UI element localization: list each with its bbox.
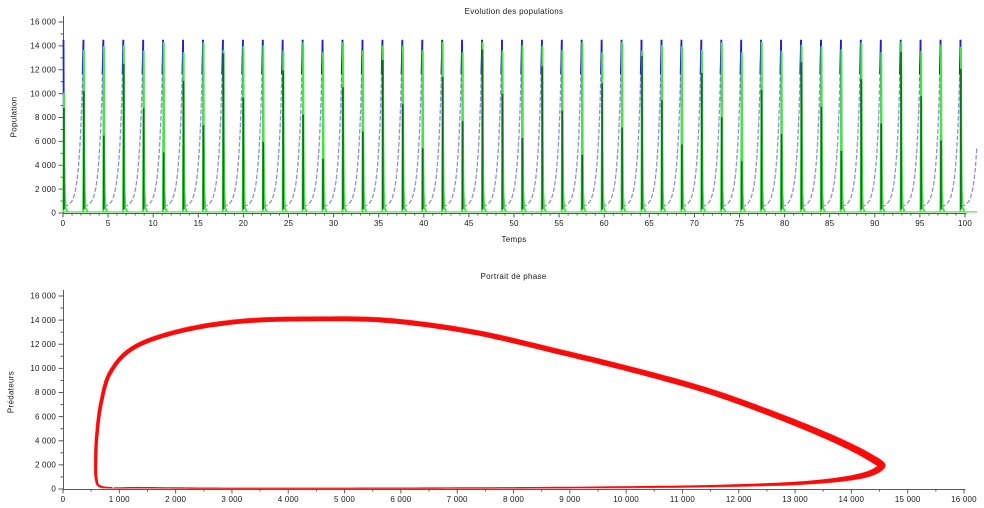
svg-text:1 000: 1 000 (109, 495, 130, 504)
svg-text:0: 0 (61, 219, 66, 228)
svg-text:80: 80 (780, 219, 790, 228)
svg-text:14 000: 14 000 (30, 42, 56, 51)
svg-text:3 000: 3 000 (221, 495, 242, 504)
svg-text:10 000: 10 000 (30, 364, 56, 373)
phase-chart-title: Portrait de phase (480, 272, 547, 281)
svg-text:70: 70 (690, 219, 700, 228)
svg-text:4 000: 4 000 (35, 161, 56, 170)
svg-text:6 000: 6 000 (390, 495, 411, 504)
svg-text:4 000: 4 000 (35, 436, 56, 445)
svg-text:65: 65 (645, 219, 655, 228)
svg-text:0: 0 (51, 485, 56, 494)
svg-text:0: 0 (51, 209, 56, 218)
svg-text:2 000: 2 000 (35, 185, 56, 194)
svg-text:12 000: 12 000 (30, 340, 56, 349)
svg-text:12 000: 12 000 (726, 495, 752, 504)
svg-text:10: 10 (149, 219, 159, 228)
svg-text:85: 85 (825, 219, 835, 228)
svg-text:90: 90 (870, 219, 880, 228)
svg-text:8 000: 8 000 (35, 113, 56, 122)
svg-text:5 000: 5 000 (334, 495, 355, 504)
evolution-x-axis-label: Temps (501, 235, 527, 244)
evolution-chart-title: Evolution des populations (464, 7, 564, 16)
svg-text:45: 45 (464, 219, 474, 228)
svg-text:60: 60 (600, 219, 610, 228)
svg-text:13 000: 13 000 (782, 495, 808, 504)
svg-text:12 000: 12 000 (30, 65, 56, 74)
svg-text:75: 75 (735, 219, 745, 228)
svg-text:20: 20 (239, 219, 249, 228)
svg-text:0: 0 (61, 495, 66, 504)
svg-text:50: 50 (509, 219, 519, 228)
svg-text:55: 55 (554, 219, 564, 228)
svg-text:14 000: 14 000 (839, 495, 865, 504)
svg-text:95: 95 (915, 219, 925, 228)
svg-text:40: 40 (419, 219, 429, 228)
svg-text:35: 35 (374, 219, 384, 228)
svg-text:6 000: 6 000 (35, 412, 56, 421)
svg-text:15: 15 (194, 219, 204, 228)
svg-text:16 000: 16 000 (30, 292, 56, 301)
phase-plot-area: 0 1 000 2 000 3 000 4 000 5 000 6 000 7 000 8 00… (30, 290, 977, 504)
svg-text:11 000: 11 000 (670, 495, 695, 504)
svg-text:5: 5 (106, 219, 111, 228)
svg-text:7 000: 7 000 (447, 495, 468, 504)
svg-text:30: 30 (329, 219, 339, 228)
svg-text:10 000: 10 000 (30, 89, 56, 98)
svg-text:8 000: 8 000 (35, 388, 56, 397)
svg-text:6 000: 6 000 (35, 137, 56, 146)
svg-text:2 000: 2 000 (165, 495, 186, 504)
svg-text:14 000: 14 000 (30, 316, 56, 325)
svg-text:100: 100 (958, 219, 972, 228)
svg-text:25: 25 (284, 219, 294, 228)
evolution-plot-area: 0 5 10 15 20 25 30 35 40 45 50 55 60 65 70 75 80 85 90 95 10… (30, 16, 978, 228)
svg-text:9 000: 9 000 (559, 495, 580, 504)
svg-text:4 000: 4 000 (278, 495, 299, 504)
svg-text:16 000: 16 000 (30, 18, 56, 27)
svg-text:16 000: 16 000 (951, 495, 977, 504)
svg-text:15 000: 15 000 (895, 495, 921, 504)
svg-text:10 000: 10 000 (613, 495, 639, 504)
svg-text:2 000: 2 000 (35, 461, 56, 470)
svg-text:8 000: 8 000 (503, 495, 524, 504)
